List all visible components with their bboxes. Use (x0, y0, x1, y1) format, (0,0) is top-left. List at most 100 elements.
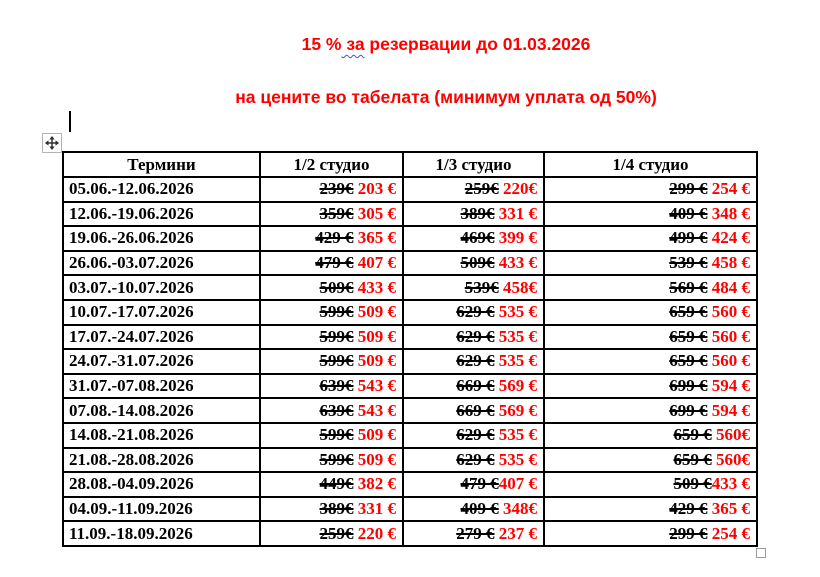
price-cell[interactable]: 629 € 535 € (402, 421, 545, 449)
price-cell[interactable]: 259€ 220€ (402, 176, 545, 203)
col-header-1-4-studio[interactable]: 1/4 студио (543, 151, 758, 178)
new-price: 543 € (353, 376, 396, 396)
price-cell[interactable]: 499 € 424 € (543, 225, 758, 252)
header-row: Термини 1/2 студио 1/3 студио 1/4 студио (62, 151, 758, 178)
price-cell[interactable]: 259€ 220 € (259, 520, 404, 547)
price-cell[interactable]: 429 € 365 € (259, 225, 404, 252)
term-cell[interactable]: 17.07.-24.07.2026 (62, 323, 261, 351)
term-cell[interactable]: 14.08.-21.08.2026 (62, 421, 261, 449)
new-price: 509 € (353, 351, 396, 371)
old-price: 639€ (319, 376, 354, 396)
price-cell[interactable]: 629 € 535 € (402, 298, 545, 326)
price-cell[interactable]: 699 € 594 € (543, 372, 758, 400)
term-cell[interactable]: 10.07.-17.07.2026 (62, 298, 261, 326)
price-cell[interactable]: 279 € 237 € (402, 520, 545, 547)
term-cell[interactable]: 19.06.-26.06.2026 (62, 225, 261, 252)
term-cell[interactable]: 12.06.-19.06.2026 (62, 200, 261, 228)
price-cell[interactable]: 359€ 305 € (259, 200, 404, 228)
price-cell[interactable]: 569 € 484 € (543, 274, 758, 301)
price-cell[interactable]: 599€ 509 € (259, 348, 404, 375)
price-cell[interactable]: 299 € 254 € (543, 520, 758, 547)
term-cell[interactable]: 11.09.-18.09.2026 (62, 520, 261, 547)
table-row: 24.07.-31.07.2026 599€ 509 €629 € 535 €65… (62, 348, 758, 375)
term-cell[interactable]: 21.08.-28.08.2026 (62, 446, 261, 474)
old-price: 299 € (669, 179, 708, 199)
price-cell[interactable]: 659 € 560 € (543, 348, 758, 375)
new-price: 535 € (494, 351, 537, 371)
price-cell[interactable]: 509 €433 € (543, 471, 758, 498)
term-cell[interactable]: 24.07.-31.07.2026 (62, 348, 261, 375)
new-price: 569 € (494, 400, 537, 420)
price-cell[interactable]: 659 € 560 € (543, 298, 758, 326)
price-cell[interactable]: 659 € 560€ (543, 421, 758, 449)
new-price: 237 € (494, 523, 537, 543)
new-price: 220€ (498, 179, 537, 199)
price-cell[interactable]: 239€ 203 € (259, 176, 404, 203)
term-cell[interactable]: 31.07.-07.08.2026 (62, 372, 261, 400)
col-header-termini[interactable]: Термини (62, 151, 261, 178)
price-cell[interactable]: 599€ 509 € (259, 323, 404, 351)
price-cell[interactable]: 539€ 458€ (402, 274, 545, 301)
new-price: 305 € (353, 203, 396, 223)
term-cell[interactable]: 05.06.-12.06.2026 (62, 176, 261, 203)
old-price: 429 € (669, 499, 708, 519)
old-price: 699 € (669, 376, 708, 396)
price-cell[interactable]: 599€ 509 € (259, 446, 404, 474)
new-price: 569 € (494, 376, 537, 396)
price-cell[interactable]: 409 € 348€ (402, 495, 545, 523)
new-price: 560 € (707, 302, 750, 322)
old-price: 659 € (669, 326, 708, 346)
price-cell[interactable]: 659 € 560 € (543, 323, 758, 351)
price-cell[interactable]: 389€ 331 € (259, 495, 404, 523)
price-cell[interactable]: 669 € 569 € (402, 372, 545, 400)
new-price: 535 € (494, 425, 537, 445)
price-cell[interactable]: 539 € 458 € (543, 249, 758, 277)
term-cell[interactable]: 04.09.-11.09.2026 (62, 495, 261, 523)
price-cell[interactable]: 479 €407 € (402, 471, 545, 498)
price-cell[interactable]: 639€ 543 € (259, 372, 404, 400)
price-cell[interactable]: 629 € 535 € (402, 446, 545, 474)
price-note-heading[interactable]: на цените во табелата (минимум уплата од… (235, 87, 657, 107)
price-cell[interactable]: 659 € 560€ (543, 446, 758, 474)
old-price: 509€ (460, 253, 495, 273)
new-price: 203 € (353, 179, 396, 199)
term-cell[interactable]: 28.08.-04.09.2026 (62, 471, 261, 498)
price-cell[interactable]: 509€ 433 € (402, 249, 545, 277)
price-cell[interactable]: 509€ 433 € (259, 274, 404, 301)
old-price: 449€ (319, 474, 354, 494)
new-price: 433 € (711, 474, 750, 494)
price-cell[interactable]: 479 € 407 € (259, 249, 404, 277)
col-header-1-2-studio[interactable]: 1/2 студио (259, 151, 404, 178)
discount-heading[interactable]: 15 % за резервации до 01.03.2026 (72, 34, 820, 55)
price-cell[interactable]: 299 € 254 € (543, 176, 758, 203)
price-cell[interactable]: 629 € 535 € (402, 323, 545, 351)
price-cell[interactable]: 599€ 509 € (259, 421, 404, 449)
price-cell[interactable]: 639€ 543 € (259, 397, 404, 424)
price-cell[interactable]: 669 € 569 € (402, 397, 545, 424)
old-price: 569 € (669, 277, 708, 297)
discount-heading-prefix: 15 % (301, 34, 342, 54)
col-header-1-3-studio[interactable]: 1/3 студио (402, 151, 545, 178)
old-price: 469€ (460, 228, 495, 248)
table-row: 10.07.-17.07.2026 599€ 509 €629 € 535 €65… (62, 298, 758, 326)
price-cell[interactable]: 469€ 399 € (402, 225, 545, 252)
term-cell[interactable]: 03.07.-10.07.2026 (62, 274, 261, 301)
price-cell[interactable]: 429 € 365 € (543, 495, 758, 523)
term-cell[interactable]: 26.06.-03.07.2026 (62, 249, 261, 277)
table-move-handle[interactable] (42, 133, 62, 153)
old-price: 629 € (456, 302, 495, 322)
price-cell[interactable]: 449€ 382 € (259, 471, 404, 498)
table-resize-handle[interactable] (756, 548, 766, 558)
term-cell[interactable]: 07.08.-14.08.2026 (62, 397, 261, 424)
new-price: 509 € (353, 302, 396, 322)
old-price: 659 € (673, 449, 712, 469)
price-cell[interactable]: 699 € 594 € (543, 397, 758, 424)
price-cell[interactable]: 629 € 535 € (402, 348, 545, 375)
price-cell[interactable]: 389€ 331 € (402, 200, 545, 228)
old-price: 599€ (319, 449, 354, 469)
new-price: 509 € (353, 425, 396, 445)
price-cell[interactable]: 599€ 509 € (259, 298, 404, 326)
price-cell[interactable]: 409 € 348 € (543, 200, 758, 228)
old-price: 259€ (319, 523, 354, 543)
